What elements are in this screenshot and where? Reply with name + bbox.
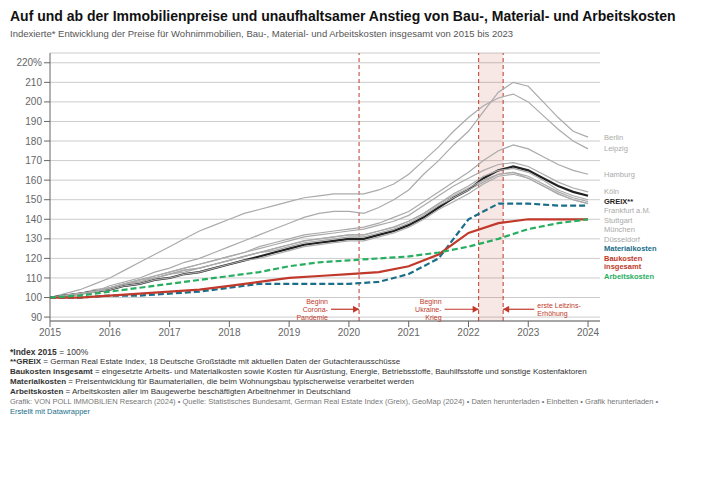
- html-text:Arbeitskosten = Arbeitskosten: Arbeitskosten = Arbeitskosten aller im B…: [10, 387, 351, 397]
- svg-text:170: 170: [25, 155, 42, 166]
- html-text:*Index 2015 = 100%: *Index 2015 = 100%: [10, 346, 89, 357]
- svg-text:Materialkosten: Materialkosten: [604, 244, 657, 253]
- svg-text:Beginn: Beginn: [420, 298, 442, 306]
- svg-text:110: 110: [26, 272, 42, 283]
- html-text:Auf und ab der Immobilienpreis: Auf und ab der Immobilienpreise und unau…: [10, 8, 676, 24]
- svg-text:Ukraine-: Ukraine-: [415, 306, 442, 313]
- svg-text:2016: 2016: [99, 327, 122, 338]
- svg-text:Arbeitskosten: Arbeitskosten: [604, 272, 654, 281]
- svg-text:200: 200: [25, 96, 42, 107]
- svg-text:insgesamt: insgesamt: [604, 262, 642, 271]
- svg-text:100: 100: [25, 292, 42, 303]
- html-text:Grafik: VON POLL IMMOBILIEN Re: Grafik: VON POLL IMMOBILIEN Research (20…: [10, 397, 659, 407]
- svg-text:Stuttgart: Stuttgart: [604, 216, 633, 225]
- svg-text:220%: 220%: [16, 57, 42, 68]
- svg-text:2015: 2015: [39, 327, 62, 338]
- svg-text:2017: 2017: [158, 327, 181, 338]
- svg-text:GREIX**: GREIX**: [604, 197, 633, 206]
- svg-text:München: München: [604, 225, 635, 234]
- svg-text:180: 180: [25, 135, 42, 146]
- html-text:Materialkosten = Preisentwickl: Materialkosten = Preisentwicklung für Ba…: [10, 377, 414, 387]
- svg-text:2018: 2018: [218, 327, 241, 338]
- svg-text:Leipzig: Leipzig: [604, 144, 628, 153]
- svg-text:Berlin: Berlin: [604, 132, 623, 141]
- svg-text:2020: 2020: [338, 327, 361, 338]
- svg-text:90: 90: [31, 311, 43, 322]
- svg-text:Baukosten: Baukosten: [604, 253, 643, 263]
- html-text:**GREIX = German Real Estate I: **GREIX = German Real Estate Index, 18 D…: [10, 357, 401, 367]
- svg-text:150: 150: [25, 194, 42, 205]
- svg-text:Düsseldorf: Düsseldorf: [604, 235, 641, 244]
- svg-text:2024: 2024: [577, 327, 600, 338]
- svg-text:Corona-: Corona-: [303, 306, 329, 313]
- svg-text:160: 160: [25, 175, 42, 186]
- svg-text:Pandemie: Pandemie: [296, 313, 328, 320]
- svg-text:130: 130: [25, 233, 42, 244]
- svg-text:erste Leitzins-: erste Leitzins-: [537, 302, 581, 309]
- svg-text:210: 210: [25, 77, 42, 88]
- svg-text:2022: 2022: [457, 327, 480, 338]
- html-text:Indexierte* Entwicklung der Pr: Indexierte* Entwicklung der Preise für W…: [10, 27, 514, 39]
- svg-text:Köln: Köln: [604, 187, 619, 196]
- svg-text:2019: 2019: [278, 327, 301, 338]
- svg-text:140: 140: [25, 214, 42, 225]
- svg-text:Frankfurt a.M.: Frankfurt a.M.: [604, 206, 651, 215]
- html-text:Erstellt mit Datawrapper: Erstellt mit Datawrapper: [10, 406, 90, 416]
- svg-text:Krieg: Krieg: [425, 313, 441, 321]
- svg-text:Erhöhung: Erhöhung: [537, 309, 567, 317]
- svg-text:190: 190: [25, 116, 42, 127]
- svg-text:120: 120: [25, 253, 42, 264]
- svg-text:2023: 2023: [517, 327, 540, 338]
- svg-text:Beginn: Beginn: [306, 298, 328, 306]
- svg-text:2021: 2021: [398, 327, 421, 338]
- svg-text:Hamburg: Hamburg: [604, 170, 635, 179]
- html-text:Baukosten insgesamt = eingeset: Baukosten insgesamt = eingesetzte Arbeit…: [10, 367, 587, 377]
